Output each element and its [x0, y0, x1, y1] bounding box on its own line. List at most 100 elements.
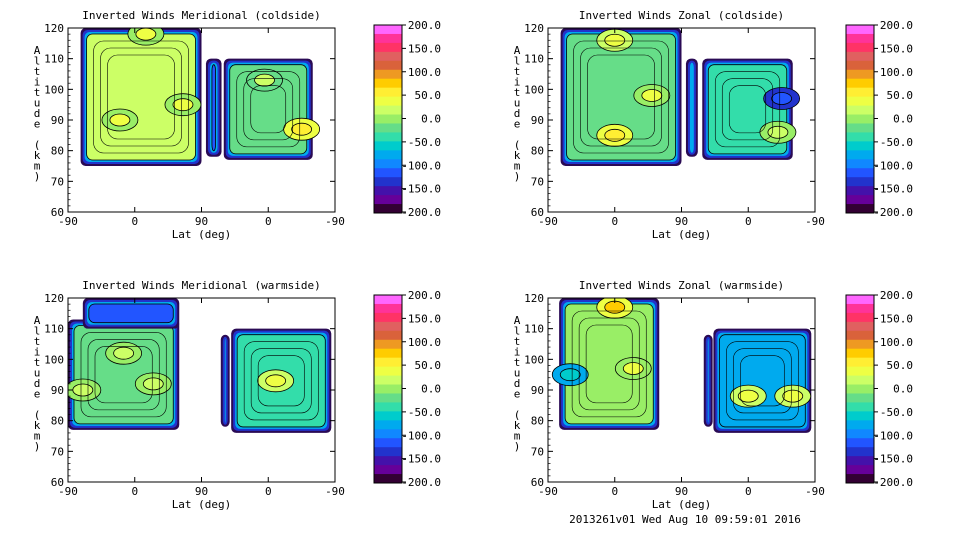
colorbar-tick-label: -150.0: [401, 453, 441, 466]
colorbar-tick-label: 0.0: [893, 383, 913, 396]
colorbar-swatch: [374, 456, 402, 466]
contour-line: [87, 339, 160, 411]
x-tick-label: -90: [58, 215, 78, 228]
colorbar-swatch: [846, 177, 874, 187]
colorbar-swatch: [846, 375, 874, 386]
chart-title: Inverted Winds Zonal (coldside): [579, 9, 784, 22]
colorbar-swatch: [846, 339, 874, 350]
colorbar-swatch: [374, 132, 402, 142]
colorbar-swatch: [374, 177, 402, 187]
contour-line: [257, 355, 305, 407]
colorbar-swatch: [374, 204, 402, 214]
x-tick-label: 0: [131, 485, 138, 498]
colorbar-swatch: [846, 474, 874, 484]
contour-blob: [782, 389, 804, 403]
colorbar-tick-label: 200.0: [880, 19, 913, 32]
colorbar-swatch: [846, 78, 874, 89]
colorbar-tick-label: 0.0: [421, 383, 441, 396]
y-tick-label: 90: [51, 114, 64, 127]
x-axis-label: Lat (deg): [652, 498, 712, 511]
colorbar-swatch: [374, 195, 402, 205]
contour-line: [100, 47, 182, 147]
colorbar-tick-label: -50.0: [880, 406, 913, 419]
contour-line: [80, 332, 167, 418]
colorbar-tick-label: -200.0: [873, 476, 913, 489]
colorbar-swatch: [846, 295, 874, 305]
colorbar-tick-label: 150.0: [880, 312, 913, 325]
colorbar-swatch: [846, 429, 874, 439]
x-axis-label: Lat (deg): [172, 228, 232, 241]
colorbar-swatch: [846, 132, 874, 142]
footer-timestamp: 2013261v01 Wed Aug 10 09:59:01 2016: [569, 513, 801, 526]
x-tick-label: 0: [265, 215, 272, 228]
colorbar-tick-label: 0.0: [893, 113, 913, 126]
colorbar-swatch: [374, 150, 402, 160]
contour-field: [80, 28, 321, 166]
contour-field: [68, 298, 332, 433]
x-tick-label: 0: [611, 485, 618, 498]
y-tick-label: 70: [531, 445, 544, 458]
colorbar-swatch: [374, 321, 402, 332]
contour-line: [250, 85, 287, 134]
contour-line: [236, 71, 301, 148]
contour-line: [571, 310, 647, 418]
colorbar-tick-label: 50.0: [415, 89, 442, 102]
colorbar-swatch: [374, 348, 402, 359]
colorbar-swatch: [374, 51, 402, 62]
colorbar-tick-label: -200.0: [401, 476, 441, 489]
x-axis-label: Lat (deg): [652, 228, 712, 241]
colorbar-swatch: [846, 195, 874, 205]
colorbar-swatch: [846, 42, 874, 53]
colorbar: 200.0 150.0 100.0 50.0 0.0 -50.0 -100.0 -150.0 -…: [373, 19, 442, 219]
colorbar-swatch: [846, 312, 874, 323]
colorbar-tick-label: 100.0: [880, 336, 913, 349]
colorbar-tick-label: 100.0: [408, 66, 441, 79]
contour-field: [551, 298, 812, 433]
x-tick-label: -90: [805, 485, 825, 498]
colorbar-swatch: [374, 357, 402, 368]
colorbar-swatch: [846, 447, 874, 457]
y-tick-label: 90: [531, 384, 544, 397]
colorbar-tick-label: 100.0: [408, 336, 441, 349]
colorbar-swatch: [846, 357, 874, 368]
colorbar-swatch: [374, 429, 402, 439]
colorbar-swatch: [374, 474, 402, 484]
contour-blob: [72, 383, 94, 397]
colorbar-tick-label: -100.0: [401, 429, 441, 442]
x-tick-label: 0: [131, 215, 138, 228]
y-tick-label: 100: [44, 353, 64, 366]
contour-line: [93, 40, 189, 154]
x-tick-label: 0: [265, 485, 272, 498]
colorbar-tick-label: 50.0: [887, 359, 914, 372]
colorbar-tick-label: -150.0: [401, 183, 441, 196]
x-tick-label: -90: [538, 485, 558, 498]
colorbar-tick-label: -200.0: [873, 206, 913, 219]
colorbar-tick-label: 100.0: [880, 66, 913, 79]
colorbar-tick-label: -100.0: [873, 159, 913, 172]
colorbar-tick-label: 150.0: [880, 42, 913, 55]
x-tick-label: 0: [745, 485, 752, 498]
colorbar-swatch: [846, 465, 874, 475]
y-tick-label: 110: [524, 323, 544, 336]
colorbar-tick-label: -200.0: [401, 206, 441, 219]
contour-line: [580, 47, 662, 147]
contour-line: [107, 54, 175, 140]
colorbar-swatch: [846, 69, 874, 80]
colorbar-swatch: [846, 303, 874, 314]
colorbar-swatch: [846, 420, 874, 430]
colorbar-tick-label: 150.0: [408, 42, 441, 55]
colorbar-tick-label: -150.0: [873, 453, 913, 466]
y-tick-label: 110: [44, 323, 64, 336]
contour-line: [94, 346, 153, 404]
contour-line: [740, 355, 785, 407]
colorbar-tick-label: 50.0: [887, 89, 914, 102]
colorbar-swatch: [846, 366, 874, 377]
colorbar-swatch: [846, 186, 874, 196]
x-tick-label: 90: [675, 215, 688, 228]
colorbar-tick-label: 150.0: [408, 312, 441, 325]
colorbar-swatch: [374, 447, 402, 457]
y-tick-label: 60: [51, 476, 64, 489]
contour-blob: [135, 28, 157, 41]
colorbar-tick-label: -100.0: [873, 429, 913, 442]
y-tick-label: 90: [51, 384, 64, 397]
